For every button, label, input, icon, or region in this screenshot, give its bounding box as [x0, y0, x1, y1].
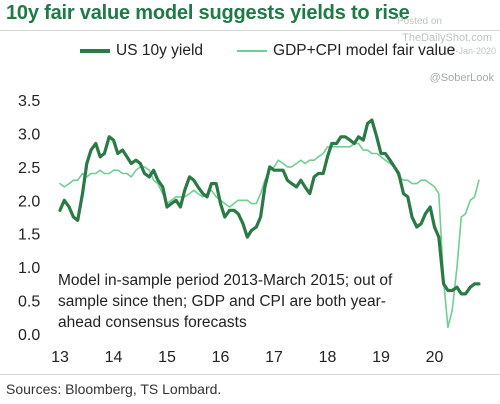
x-tick-label: 14	[105, 349, 123, 366]
x-tick-label: 20	[426, 349, 444, 366]
legend-label-yield: US 10y yield	[116, 42, 204, 59]
y-tick-label: 2.0	[18, 193, 40, 210]
y-tick-label: 3.0	[18, 126, 40, 143]
legend-swatch-model	[237, 50, 268, 52]
y-tick-label: 1.5	[18, 227, 40, 244]
watermark-handle: @SoberLook	[429, 72, 494, 84]
y-tick-label: 0.5	[18, 294, 40, 311]
x-tick-label: 15	[158, 349, 176, 366]
footer-divider	[0, 374, 500, 375]
y-tick-label: 2.5	[18, 160, 40, 177]
series-line-us-10y-yield	[58, 118, 481, 296]
legend-item-model: GDP+CPI model fair value	[237, 42, 455, 60]
source-note: Sources: Bloomberg, TS Lombard.	[6, 381, 222, 397]
legend-label-model: GDP+CPI model fair value	[273, 42, 456, 59]
y-axis-ticks: 0.0 0.5 1.0 1.5 2.0 2.5 3.0 3.5	[18, 93, 40, 344]
legend-item-yield: US 10y yield	[80, 42, 203, 60]
y-tick-label: 0.0	[18, 327, 40, 344]
chart-annotation: Model in-sample period 2013-March 2015; …	[58, 272, 393, 331]
y-tick-label: 1.0	[18, 260, 40, 277]
x-tick-label: 17	[265, 349, 283, 366]
chart-title: 10y fair value model suggests yields to …	[6, 2, 410, 24]
chart-legend: US 10y yield GDP+CPI model fair value	[80, 40, 489, 62]
title-divider	[0, 30, 500, 31]
watermark-site: TheDailyShot.com	[402, 32, 492, 44]
watermark-date: 12-Jan-2020	[445, 46, 496, 56]
legend-swatch-yield	[80, 49, 110, 53]
chart-series	[58, 118, 481, 329]
watermark-posted-label: Posted on	[396, 16, 442, 27]
x-tick-label: 13	[51, 349, 69, 366]
x-axis-ticks: 13 14 15 16 17 18 19 20	[51, 349, 443, 366]
x-tick-label: 16	[212, 349, 230, 366]
y-tick-label: 3.5	[18, 93, 40, 110]
x-tick-label: 18	[319, 349, 337, 366]
x-tick-label: 19	[372, 349, 390, 366]
